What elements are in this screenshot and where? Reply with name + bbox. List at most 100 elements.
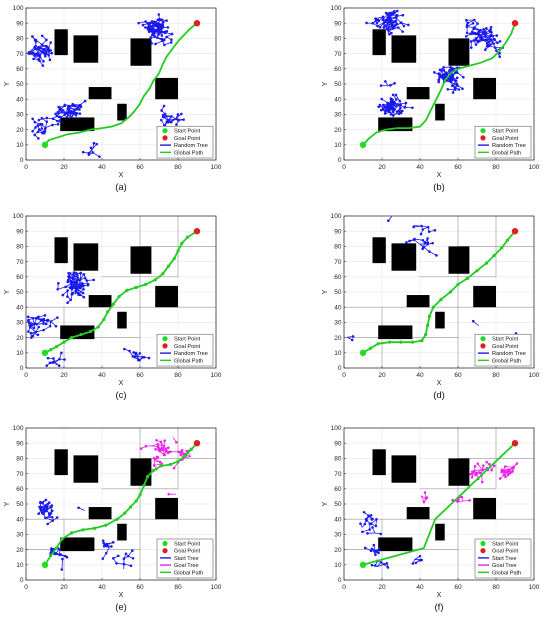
y-tick-label: 10 xyxy=(16,562,24,569)
obstacle xyxy=(117,311,127,329)
tree-node xyxy=(27,330,30,333)
path-point xyxy=(399,340,403,344)
tree-node xyxy=(157,13,161,16)
x-tick-label: 60 xyxy=(136,164,144,171)
y-axis-label: Y xyxy=(322,81,329,86)
tree-node xyxy=(389,84,392,87)
tree-node xyxy=(175,123,178,126)
tree-node xyxy=(387,105,391,109)
start-point xyxy=(359,141,367,148)
tree-node xyxy=(40,122,44,126)
y-tick-label: 70 xyxy=(16,471,24,478)
obstacle xyxy=(435,311,445,329)
tree-node xyxy=(172,466,176,470)
tree-node xyxy=(112,557,115,560)
legend-marker xyxy=(480,128,486,134)
y-tick-label: 100 xyxy=(13,425,24,432)
tree-node xyxy=(147,356,151,360)
tree-node xyxy=(374,549,378,553)
tree-node xyxy=(98,155,101,158)
legend-entry: Start Point xyxy=(174,337,201,343)
path-point xyxy=(62,340,66,344)
tree-node xyxy=(129,564,133,568)
tree-node xyxy=(469,472,473,476)
tree-node xyxy=(389,12,392,15)
y-tick-label: 30 xyxy=(334,112,342,119)
obstacle xyxy=(448,458,470,486)
path-point xyxy=(125,288,129,293)
tree-node xyxy=(401,109,404,113)
y-tick-label: 100 xyxy=(13,213,24,220)
tree-node xyxy=(163,439,166,443)
tree-node xyxy=(481,31,485,34)
obstacle xyxy=(60,325,95,340)
tree-node xyxy=(33,38,37,42)
path-point xyxy=(431,305,435,309)
legend-entry: Start Point xyxy=(174,542,201,548)
legend-entry: Global Path xyxy=(492,150,521,156)
obstacle xyxy=(117,523,127,541)
tree-node xyxy=(46,318,50,322)
obstacle xyxy=(406,507,430,520)
y-tick-label: 50 xyxy=(16,501,24,508)
tree-node xyxy=(442,75,446,79)
tree-node xyxy=(61,109,65,112)
x-axis-label: X xyxy=(119,380,124,387)
tree-edge xyxy=(472,471,481,474)
tree-node xyxy=(365,21,368,25)
path-point xyxy=(123,511,127,515)
y-tick-label: 100 xyxy=(13,5,24,12)
x-tick-label: 60 xyxy=(454,164,462,171)
tree-node xyxy=(45,364,49,367)
tree-node xyxy=(180,112,183,116)
path-point xyxy=(505,238,509,242)
obstacle xyxy=(155,285,178,308)
x-tick-label: 100 xyxy=(529,164,540,171)
tree-node xyxy=(350,338,354,342)
path-point xyxy=(96,325,100,329)
path-point xyxy=(492,253,496,258)
y-tick-label: 70 xyxy=(16,51,24,58)
tree-node xyxy=(493,37,496,41)
tree-node xyxy=(150,42,153,45)
obstacle xyxy=(54,449,68,476)
tree-node xyxy=(404,101,408,105)
obstacle xyxy=(60,117,95,132)
tree-node xyxy=(63,358,66,361)
tree-node xyxy=(58,119,62,122)
y-tick-label: 100 xyxy=(331,5,342,12)
tree-node xyxy=(72,271,76,274)
x-tick-label: 100 xyxy=(211,584,222,591)
tree-node xyxy=(37,512,40,516)
tree-node xyxy=(372,543,376,547)
tree-node xyxy=(41,501,44,505)
tree-node xyxy=(474,43,478,46)
obstacle xyxy=(406,87,430,100)
tree-node xyxy=(369,522,373,526)
tree-node xyxy=(68,286,72,290)
obstacle xyxy=(130,458,152,486)
tree-node xyxy=(439,75,443,79)
x-tick-label: 80 xyxy=(174,584,182,591)
tree-node xyxy=(426,241,430,245)
tree-node xyxy=(144,26,147,29)
start-point xyxy=(41,141,49,148)
tree-node xyxy=(48,58,52,62)
tree-node xyxy=(76,276,80,280)
tree-node xyxy=(161,113,165,117)
tree-node xyxy=(375,21,379,25)
tree-node xyxy=(474,473,477,477)
tree-node xyxy=(495,34,499,37)
path-point xyxy=(102,317,106,321)
y-tick-label: 50 xyxy=(334,501,342,508)
y-tick-label: 90 xyxy=(334,228,342,235)
tree-node xyxy=(133,355,137,359)
tree-node xyxy=(389,28,392,31)
tree-node xyxy=(489,26,493,29)
tree-node xyxy=(154,448,157,451)
tree-node xyxy=(37,325,41,329)
y-tick-label: 10 xyxy=(16,350,24,357)
path-point xyxy=(54,345,59,349)
tree-node xyxy=(70,283,73,286)
y-tick-label: 80 xyxy=(16,36,24,43)
